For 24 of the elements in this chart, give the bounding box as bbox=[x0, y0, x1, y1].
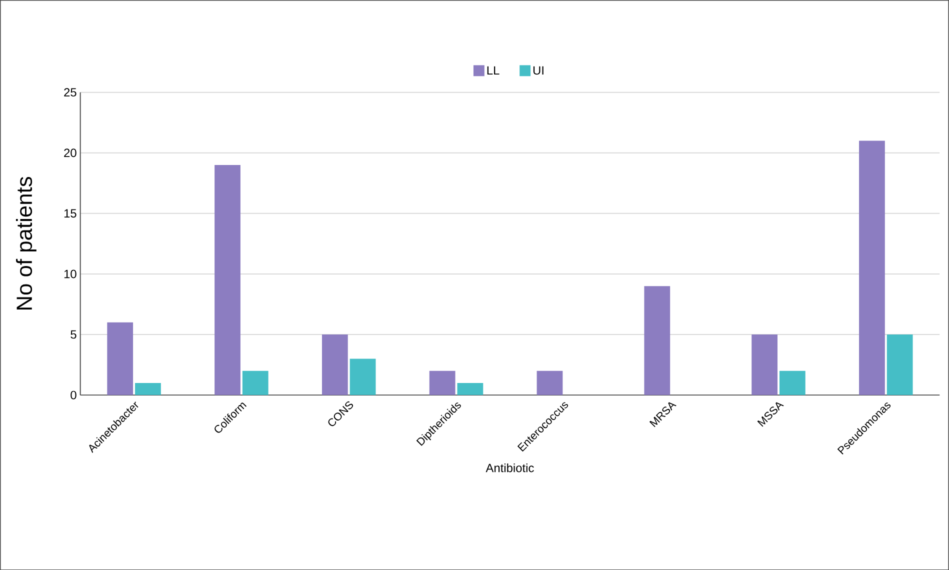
bar bbox=[107, 322, 134, 395]
bar bbox=[214, 164, 240, 395]
bar bbox=[322, 334, 348, 395]
bar bbox=[752, 334, 778, 395]
y-tick-label: 10 bbox=[64, 270, 76, 278]
legend-label: UI bbox=[533, 66, 544, 74]
bar bbox=[886, 334, 913, 395]
bar bbox=[536, 370, 563, 395]
bar bbox=[644, 286, 670, 395]
legend-label: LL bbox=[487, 66, 500, 74]
bar bbox=[135, 382, 161, 395]
y-tick-label: 25 bbox=[64, 88, 76, 96]
bar bbox=[779, 370, 806, 395]
y-tick-label: 0 bbox=[70, 390, 76, 400]
bar bbox=[429, 370, 456, 395]
bar bbox=[350, 358, 376, 395]
bar bbox=[457, 382, 484, 395]
y-tick-label: 15 bbox=[64, 209, 76, 218]
y-tick-label: 20 bbox=[64, 148, 76, 157]
y-axis-title: No of patients bbox=[16, 176, 36, 310]
x-axis-title: Antibiotic bbox=[486, 463, 534, 472]
y-tick-label: 5 bbox=[70, 330, 76, 339]
bar bbox=[859, 140, 885, 395]
bar bbox=[242, 370, 268, 395]
